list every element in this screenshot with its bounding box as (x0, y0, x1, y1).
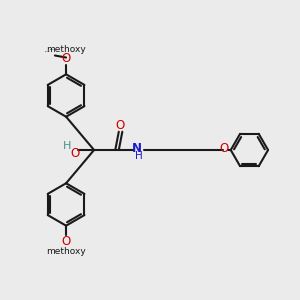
Text: O: O (61, 235, 71, 248)
Text: N: N (131, 142, 142, 155)
Text: O: O (61, 52, 71, 65)
Text: O: O (220, 142, 229, 155)
Text: H: H (63, 141, 72, 151)
Text: O: O (70, 147, 80, 160)
Text: O: O (116, 119, 125, 132)
Text: methoxy: methoxy (46, 247, 86, 256)
Text: methoxy: methoxy (46, 45, 86, 54)
Text: methoxy: methoxy (45, 51, 51, 52)
Text: methoxy: methoxy (50, 48, 56, 50)
Text: H: H (135, 152, 143, 161)
